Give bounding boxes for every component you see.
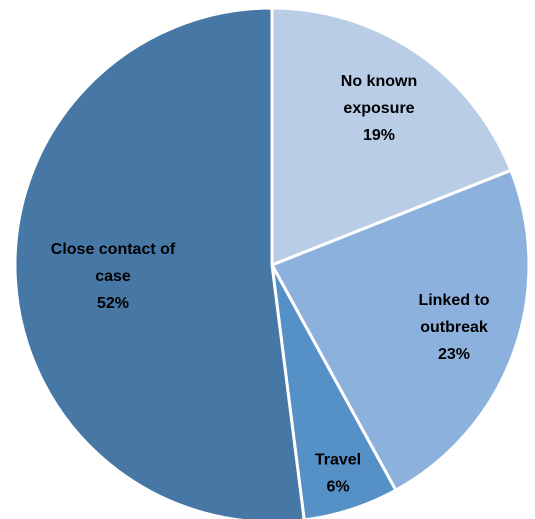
pie-label-category-line: Close contact of bbox=[51, 241, 176, 258]
pie-labels: No known exposure 19% Linked to outbreak 23% T… bbox=[51, 73, 490, 496]
pie-label-value: 52% bbox=[97, 295, 129, 312]
pie-label-value: 19% bbox=[363, 127, 395, 144]
pie-label-travel: Travel 6% bbox=[315, 452, 361, 496]
pie-label-category-line: exposure bbox=[343, 100, 414, 117]
pie-label-category-line: outbreak bbox=[420, 319, 488, 336]
pie-slice-close-contact-of-case bbox=[13, 6, 306, 519]
pie-slice-no-known-exposure bbox=[270, 6, 513, 267]
pie-label-linked-to-outbreak: Linked to outbreak 23% bbox=[418, 292, 489, 363]
pie-label-category-line: Travel bbox=[315, 452, 361, 469]
pie-slice-travel bbox=[270, 263, 398, 519]
pie-label-no-known-exposure: No known exposure 19% bbox=[341, 73, 417, 144]
pie-label-close-contact-of-case: Close contact of case 52% bbox=[51, 241, 176, 312]
pie-label-category-line: Linked to bbox=[418, 292, 489, 309]
pie-slices bbox=[13, 6, 531, 519]
pie-label-value: 6% bbox=[326, 479, 349, 496]
pie-slice-linked-to-outbreak bbox=[270, 168, 531, 492]
pie-label-category-line: No known bbox=[341, 73, 417, 90]
pie-label-category-line: case bbox=[95, 268, 131, 285]
pie-label-value: 23% bbox=[438, 346, 470, 363]
